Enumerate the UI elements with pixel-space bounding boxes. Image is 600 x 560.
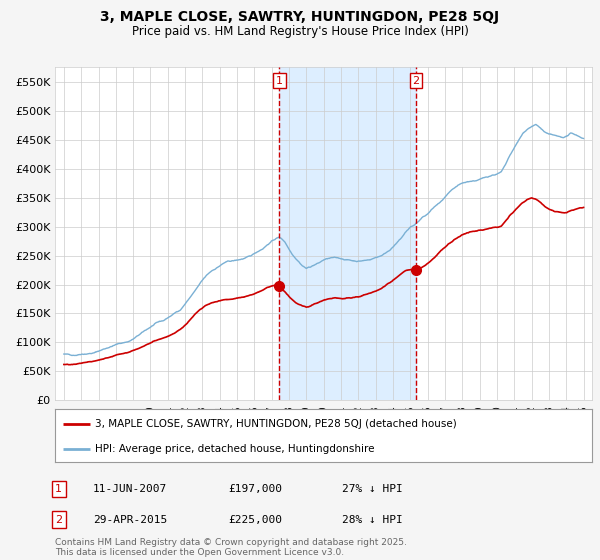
Text: Contains HM Land Registry data © Crown copyright and database right 2025.
This d: Contains HM Land Registry data © Crown c… bbox=[55, 538, 407, 557]
Text: 11-JUN-2007: 11-JUN-2007 bbox=[93, 484, 167, 494]
Text: 1: 1 bbox=[276, 76, 283, 86]
Text: HPI: Average price, detached house, Huntingdonshire: HPI: Average price, detached house, Hunt… bbox=[95, 444, 375, 454]
Text: 3, MAPLE CLOSE, SAWTRY, HUNTINGDON, PE28 5QJ (detached house): 3, MAPLE CLOSE, SAWTRY, HUNTINGDON, PE28… bbox=[95, 419, 457, 429]
Text: 1: 1 bbox=[55, 484, 62, 494]
Text: 3, MAPLE CLOSE, SAWTRY, HUNTINGDON, PE28 5QJ: 3, MAPLE CLOSE, SAWTRY, HUNTINGDON, PE28… bbox=[100, 10, 500, 24]
Text: 29-APR-2015: 29-APR-2015 bbox=[93, 515, 167, 525]
Text: Price paid vs. HM Land Registry's House Price Index (HPI): Price paid vs. HM Land Registry's House … bbox=[131, 25, 469, 38]
Bar bbox=[280, 67, 416, 400]
Text: 2: 2 bbox=[55, 515, 62, 525]
Text: £197,000: £197,000 bbox=[228, 484, 282, 494]
Text: 27% ↓ HPI: 27% ↓ HPI bbox=[342, 484, 403, 494]
Text: 28% ↓ HPI: 28% ↓ HPI bbox=[342, 515, 403, 525]
Text: 2: 2 bbox=[412, 76, 419, 86]
Text: £225,000: £225,000 bbox=[228, 515, 282, 525]
